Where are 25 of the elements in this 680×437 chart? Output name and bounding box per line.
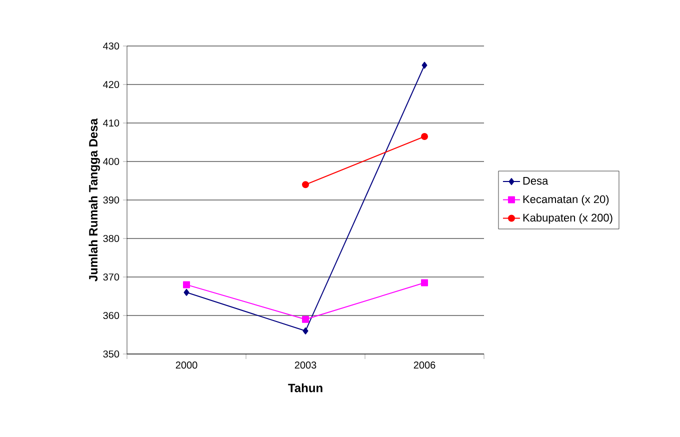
legend-label: Kecamatan (x 20) — [523, 195, 609, 206]
point — [302, 181, 310, 188]
y-tick-label: 400 — [103, 158, 120, 166]
y-axis-title: Jumlah Rumah Tangga Desa — [88, 118, 100, 282]
point — [422, 62, 428, 69]
point — [183, 281, 190, 288]
y-tick-label: 430 — [103, 42, 120, 50]
x-tick-label: 2006 — [414, 362, 436, 369]
x-tick-label: 2003 — [294, 362, 316, 369]
y-tick-label: 370 — [103, 273, 120, 281]
y-tick-label: 350 — [103, 350, 120, 358]
y-tick-label: 390 — [103, 196, 120, 204]
point — [302, 327, 308, 334]
x-tick-label: 2000 — [176, 362, 198, 369]
point — [302, 316, 310, 323]
x-axis-title: Tahun — [288, 383, 322, 392]
point — [421, 132, 428, 140]
point — [421, 279, 428, 286]
legend-label: Desa — [523, 177, 548, 185]
y-tick-label: 380 — [103, 234, 120, 242]
y-tick-label: 360 — [103, 312, 120, 320]
y-tick-label: 420 — [103, 80, 120, 88]
y-tick-label: 410 — [103, 119, 120, 127]
point — [184, 288, 190, 296]
legend-label: Kabupaten (x 200) — [523, 214, 612, 224]
